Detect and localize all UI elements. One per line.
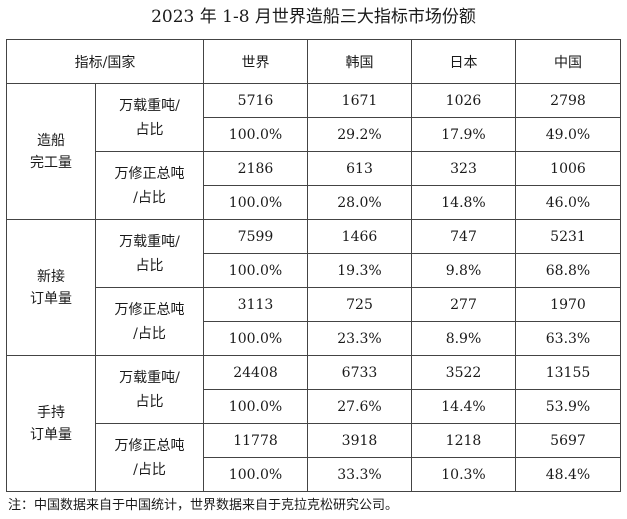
metric-label: 万修正总吨: [114, 165, 185, 182]
metric-cell: 万载重吨/ 占比: [95, 219, 204, 288]
value-cell: 3918: [307, 423, 412, 458]
value-cell: 747: [411, 219, 516, 254]
category-label: 造船: [37, 132, 65, 149]
share-cell: 53.9%: [515, 389, 621, 424]
category-label: 手持: [37, 404, 65, 421]
value-cell: 1970: [515, 287, 621, 322]
value-cell: 24408: [203, 355, 308, 390]
share-cell: 9.8%: [411, 253, 516, 288]
value-cell: 2798: [515, 83, 621, 118]
value-cell: 277: [411, 287, 516, 322]
value-cell: 5716: [203, 83, 308, 118]
share-cell: 46.0%: [515, 185, 621, 220]
market-share-table: 指标/国家 世界 韩国 日本 中国 造船 完工量 万载重吨/ 占比 5716 1…: [6, 39, 621, 492]
table-row: 100.0% 33.3% 10.3% 48.4%: [7, 457, 621, 492]
metric-label: 万修正总吨: [114, 301, 185, 318]
table-row: 手持 订单量 万载重吨/ 占比 24408 6733 3522 13155: [6, 355, 621, 492]
value-cell: 5231: [515, 219, 621, 254]
category-label: 完工量: [30, 154, 72, 171]
value-cell: 1218: [411, 423, 516, 458]
share-cell: 17.9%: [411, 117, 516, 152]
metric-cell: 万修正总吨 /占比: [95, 151, 204, 220]
metric-label: 占比: [135, 257, 164, 274]
share-cell: 10.3%: [411, 457, 516, 492]
value-cell: 11778: [203, 423, 308, 458]
header-row: 指标/国家 世界 韩国 日本 中国: [6, 39, 621, 84]
header-china: 中国: [515, 39, 621, 84]
table-row: 造船 完工量 万载重吨/ 占比 5716 1671 1026 2798: [6, 83, 621, 220]
metric-cell: 万修正总吨 /占比: [95, 423, 204, 492]
header-japan: 日本: [411, 39, 516, 84]
table-title: 2023 年 1-8 月世界造船三大指标市场份额: [151, 7, 476, 27]
value-cell: 1671: [307, 83, 412, 118]
value-cell: 2186: [203, 151, 308, 186]
value-cell: 1006: [515, 151, 621, 186]
share-cell: 19.3%: [307, 253, 412, 288]
metric-label: /占比: [133, 325, 166, 342]
table-row: 万修正总吨 /占比 2186 613 323 1006: [7, 151, 621, 220]
metric-label: 占比: [135, 121, 164, 138]
value-cell: 323: [411, 151, 516, 186]
share-cell: 100.0%: [203, 321, 308, 356]
share-cell: 100.0%: [203, 253, 308, 288]
footnote: 注：中国数据来自于中国统计，世界数据来自于克拉克松研究公司。: [8, 498, 399, 513]
metric-cell: 万载重吨/ 占比: [95, 355, 204, 424]
table-row: 新接 订单量 万载重吨/ 占比 7599 1466 747 5231: [6, 219, 621, 356]
metric-cell: 万修正总吨 /占比: [95, 287, 204, 356]
share-cell: 8.9%: [411, 321, 516, 356]
share-cell: 100.0%: [203, 117, 308, 152]
share-cell: 68.8%: [515, 253, 621, 288]
table-row: 100.0% 29.2% 17.9% 49.0%: [7, 117, 621, 152]
metric-label: 万载重吨/: [119, 233, 180, 250]
table-row: 100.0% 28.0% 14.8% 46.0%: [7, 185, 621, 220]
metric-label: 万修正总吨: [114, 437, 185, 454]
share-cell: 100.0%: [203, 457, 308, 492]
table-row: 100.0% 23.3% 8.9% 63.3%: [7, 321, 621, 356]
share-cell: 14.8%: [411, 185, 516, 220]
value-cell: 613: [307, 151, 412, 186]
category-label: 新接: [37, 268, 65, 285]
share-cell: 63.3%: [515, 321, 621, 356]
table-row: 100.0% 19.3% 9.8% 68.8%: [7, 253, 621, 288]
metric-label: 占比: [135, 393, 164, 410]
category-cell: 造船 完工量: [6, 83, 96, 220]
share-cell: 100.0%: [203, 389, 308, 424]
share-cell: 14.4%: [411, 389, 516, 424]
category-label: 订单量: [30, 426, 72, 443]
category-cell: 新接 订单量: [6, 219, 96, 356]
value-cell: 1026: [411, 83, 516, 118]
share-cell: 23.3%: [307, 321, 412, 356]
header-korea: 韩国: [307, 39, 412, 84]
value-cell: 725: [307, 287, 412, 322]
header-indicator-country: 指标/国家: [6, 39, 204, 84]
value-cell: 1466: [307, 219, 412, 254]
share-cell: 27.6%: [307, 389, 412, 424]
share-cell: 29.2%: [307, 117, 412, 152]
value-cell: 7599: [203, 219, 308, 254]
value-cell: 6733: [307, 355, 412, 390]
category-cell: 手持 订单量: [6, 355, 96, 492]
table-row: 100.0% 27.6% 14.4% 53.9%: [7, 389, 621, 424]
share-cell: 48.4%: [515, 457, 621, 492]
table-row: 万修正总吨 /占比 3113 725 277 1970: [7, 287, 621, 356]
table-row: 万修正总吨 /占比 11778 3918 1218 5697: [7, 423, 621, 492]
metric-label: /占比: [133, 189, 166, 206]
metric-label: 万载重吨/: [119, 97, 180, 114]
value-cell: 3113: [203, 287, 308, 322]
value-cell: 3522: [411, 355, 516, 390]
share-cell: 100.0%: [203, 185, 308, 220]
share-cell: 33.3%: [307, 457, 412, 492]
header-world: 世界: [203, 39, 308, 84]
metric-cell: 万载重吨/ 占比: [95, 83, 204, 152]
value-cell: 5697: [515, 423, 621, 458]
metric-label: /占比: [133, 461, 166, 478]
metric-label: 万载重吨/: [119, 369, 180, 386]
share-cell: 28.0%: [307, 185, 412, 220]
category-label: 订单量: [30, 290, 72, 307]
share-cell: 49.0%: [515, 117, 621, 152]
value-cell: 13155: [515, 355, 621, 390]
